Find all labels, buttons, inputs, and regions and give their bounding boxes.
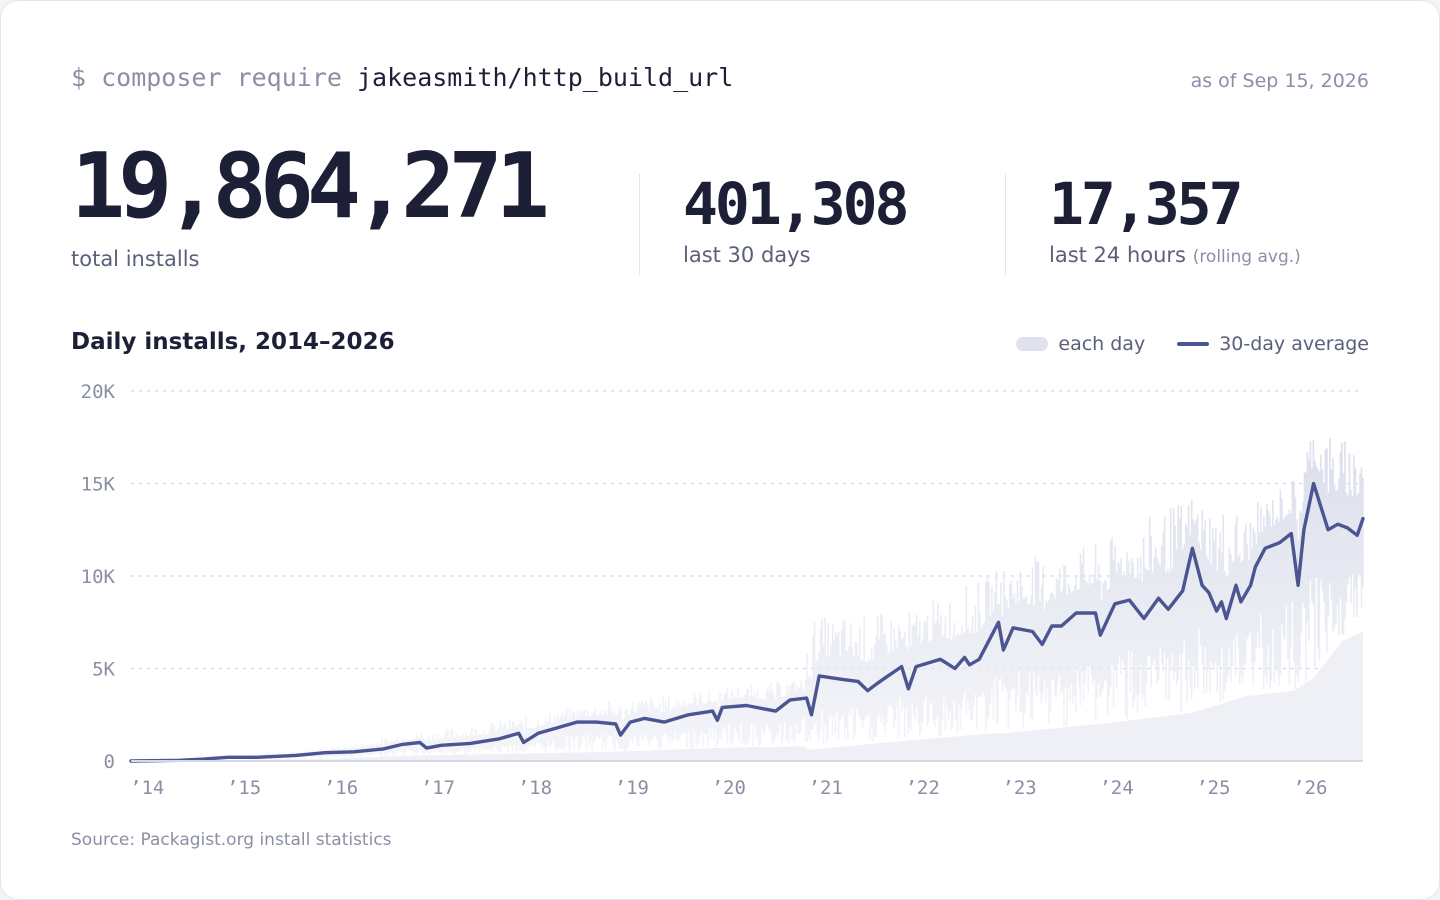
package-name[interactable]: jakeasmith/http_build_url xyxy=(357,63,734,92)
chart-title: Daily installs, 2014–2026 xyxy=(71,329,395,355)
x-tick-label: ’23 xyxy=(1002,777,1036,799)
y-tick-label: 0 xyxy=(104,751,115,773)
divider xyxy=(639,174,640,275)
divider xyxy=(1005,174,1006,275)
average-line xyxy=(129,481,1365,763)
install-command: $ composer require jakeasmith/http_build… xyxy=(71,63,733,92)
last-24-hours-label: last 24 hours (rolling avg.) xyxy=(1049,243,1301,267)
x-tick-label: ’17 xyxy=(421,777,455,799)
command-prefix: $ composer require xyxy=(71,63,342,92)
y-tick-label: 5K xyxy=(92,659,115,681)
y-tick-label: 15K xyxy=(81,474,116,496)
daily-installs-band xyxy=(131,438,1364,761)
x-tick-label: ’24 xyxy=(1099,777,1133,799)
x-tick-label: ’19 xyxy=(615,777,649,799)
legend-label-each-day: each day xyxy=(1058,333,1146,355)
x-tick-label: ’15 xyxy=(227,777,261,799)
data-source: Source: Packagist.org install statistics xyxy=(71,830,392,850)
installs-chart: 0 5K 10K 15K 20K ’14 ’15 ’16 ’17 ’18 ’19 ’20 ’21 ’22 ’… xyxy=(81,381,1365,799)
rolling-avg-note: (rolling avg.) xyxy=(1192,247,1301,267)
total-installs-stat: 19,864,271 total installs xyxy=(71,134,550,272)
x-tick-label: ’22 xyxy=(905,777,939,799)
y-tick-label: 20K xyxy=(81,381,116,403)
x-tick-label: ’18 xyxy=(518,777,552,799)
as-of-date: as of Sep 15, 2026 xyxy=(1190,70,1369,92)
x-tick-label: ’20 xyxy=(712,777,746,799)
last-24-hours-label-text: last 24 hours xyxy=(1049,243,1186,267)
x-tick-label: ’21 xyxy=(809,777,843,799)
total-installs-label: total installs xyxy=(71,247,200,271)
last-30-days-label: last 30 days xyxy=(683,243,811,267)
last-24-hours-value: 17,357 xyxy=(1049,170,1244,238)
chart-legend: each day 30-day average xyxy=(1016,333,1369,355)
legend-label-average: 30-day average xyxy=(1219,333,1369,355)
legend-swatch-average xyxy=(1177,342,1210,346)
x-tick-label: ’16 xyxy=(324,777,358,799)
y-tick-label: 10K xyxy=(81,566,116,588)
x-tick-label: ’14 xyxy=(130,777,164,799)
last-30-days-value: 401,308 xyxy=(683,170,909,238)
total-installs-value: 19,864,271 xyxy=(71,134,550,239)
x-tick-label: ’25 xyxy=(1196,777,1230,799)
daily-floor-area xyxy=(131,631,1363,761)
last-30-days-stat: 401,308 last 30 days xyxy=(683,169,909,267)
legend-swatch-each-day xyxy=(1016,337,1049,351)
last-24-hours-stat: 17,357 last 24 hours (rolling avg.) xyxy=(1049,169,1301,267)
x-tick-label: ’26 xyxy=(1293,777,1327,799)
